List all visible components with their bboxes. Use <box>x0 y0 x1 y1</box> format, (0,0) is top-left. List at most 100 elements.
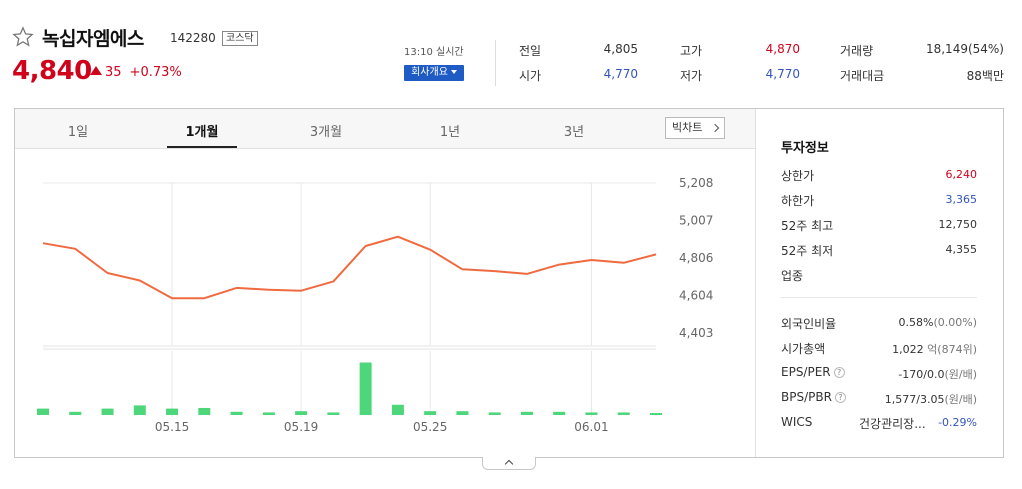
x-tick-label: 05.25 <box>413 420 447 434</box>
prev-close-value: 4,805 <box>603 42 638 56</box>
trade-value-value: 88백만 <box>966 69 1004 83</box>
volume-bar <box>391 404 404 415</box>
eps-per-unit: (원/배) <box>944 368 977 381</box>
volume-bar <box>37 408 49 415</box>
big-chart-label: 빅차트 <box>672 121 703 134</box>
volume-bar <box>650 413 662 415</box>
price-change: 35 +0.73% <box>90 65 182 80</box>
bps-pbr-unit: (원/배) <box>944 393 977 406</box>
open-label: 시가 <box>519 69 542 83</box>
volume-bar <box>101 408 114 415</box>
upper-limit-value: 6,240 <box>945 168 978 181</box>
volume-bar <box>133 405 146 415</box>
tab-1day[interactable]: 1일 <box>67 125 89 140</box>
favorite-star-icon[interactable] <box>12 26 34 48</box>
bps-pbr-text: BPS/PBR <box>781 390 832 404</box>
market-badge: 코스닥 <box>222 31 258 46</box>
market-cap-value: 1,022 억(874위) <box>892 341 977 357</box>
volume-bar <box>359 362 372 415</box>
info-divider <box>781 297 977 298</box>
volume-bar <box>424 411 437 415</box>
y-tick-label: 5,208 <box>679 176 713 190</box>
volume-value: 18,149(54%) <box>925 42 1004 56</box>
stock-code: 142280 <box>170 31 216 45</box>
foreign-ratio-value: 0.58%(0.00%) <box>899 316 977 329</box>
market-cap-unit: 억 <box>927 343 938 356</box>
bps-pbr-value: 1,577/3.05(원/배) <box>885 391 977 407</box>
tab-3year[interactable]: 3년 <box>563 125 585 140</box>
y-tick-label: 5,007 <box>679 213 713 227</box>
wics-label: WICS <box>781 415 813 429</box>
help-icon[interactable]: ? <box>834 392 846 403</box>
big-chart-button[interactable]: 빅차트 <box>665 117 725 139</box>
volume-bar <box>553 411 566 415</box>
active-tab-indicator <box>167 146 237 148</box>
up-arrow-icon <box>90 66 102 75</box>
volume-bar <box>488 412 501 415</box>
low-label: 저가 <box>680 69 703 83</box>
price-line <box>42 235 657 300</box>
current-price: 4,840 <box>12 56 92 86</box>
volume-bar <box>69 411 82 415</box>
eps-per-value: -170/0.0(원/배) <box>898 366 977 382</box>
high-value: 4,870 <box>765 42 800 56</box>
low-value: 4,770 <box>765 67 800 81</box>
high-label: 고가 <box>680 44 703 58</box>
eps-per-text: EPS/PER <box>781 365 831 379</box>
foreign-ratio-label: 외국인비율 <box>781 317 837 331</box>
volume-bar <box>295 411 308 415</box>
period-tab-bar: 1일 1개월 3개월 1년 3년 빅차트 <box>15 109 755 149</box>
eps-per: -170/0.0 <box>898 368 945 381</box>
eps-per-label: EPS/PER? <box>781 365 845 379</box>
wics-sector-link[interactable]: 건강관리장... <box>859 417 926 431</box>
trade-value-label: 거래대금 <box>840 69 885 83</box>
chevron-right-icon <box>710 123 720 133</box>
volume-bar <box>166 408 179 415</box>
high52-value: 12,750 <box>938 218 978 231</box>
bps-pbr: 1,577/3.05 <box>884 393 945 406</box>
y-tick-label: 4,806 <box>679 251 713 265</box>
change-percent: +0.73% <box>129 65 182 80</box>
panel-divider <box>755 109 756 457</box>
tab-1month[interactable]: 1개월 <box>185 125 219 140</box>
help-icon[interactable]: ? <box>833 367 845 378</box>
chevron-up-icon <box>504 459 514 469</box>
wics-change: -0.29% <box>938 416 977 429</box>
volume-bar <box>585 412 598 415</box>
volume-label: 거래량 <box>840 44 874 58</box>
volume-bar <box>327 412 340 415</box>
company-overview-button[interactable]: 회사개요 <box>404 65 464 81</box>
bps-pbr-label: BPS/PBR? <box>781 390 846 404</box>
x-tick-label: 05.15 <box>155 420 189 434</box>
change-amount: 35 <box>105 65 122 80</box>
high52-label: 52주 최고 <box>781 219 834 233</box>
y-tick-label: 4,403 <box>679 326 713 340</box>
open-value: 4,770 <box>603 67 638 81</box>
volume-bar <box>262 412 275 415</box>
realtime-label: 13:10 실시간 <box>404 47 464 58</box>
foreign-ratio-sub: (0.00%) <box>933 316 977 329</box>
lower-limit-label: 하한가 <box>781 194 815 208</box>
low52-value: 4,355 <box>945 243 978 256</box>
volume-bar <box>230 411 243 415</box>
caret-down-icon <box>450 70 457 74</box>
volume-bar <box>198 407 211 415</box>
low52-label: 52주 최저 <box>781 244 834 258</box>
market-cap: 1,022 <box>892 343 924 356</box>
chart-panel: 1일 1개월 3개월 1년 3년 빅차트 05.15 05.19 05.25 06.0… <box>14 108 1004 458</box>
lower-limit-value: 3,365 <box>945 193 978 206</box>
volume-bar <box>456 411 469 415</box>
tab-3month[interactable]: 3개월 <box>309 125 343 140</box>
foreign-ratio: 0.58% <box>898 316 934 329</box>
collapse-button[interactable] <box>482 457 536 470</box>
x-tick-label: 05.19 <box>284 420 318 434</box>
header-divider <box>495 40 496 86</box>
x-tick-label: 06.01 <box>574 420 608 434</box>
price-chart[interactable]: 05.15 05.19 05.25 06.01 5,208 5,007 4,806 4,604… <box>15 149 755 457</box>
company-overview-label: 회사개요 <box>411 67 448 78</box>
tab-1year[interactable]: 1년 <box>439 125 461 140</box>
stock-name: 녹십자엠에스 <box>42 28 144 50</box>
info-title: 투자정보 <box>781 141 829 156</box>
upper-limit-label: 상한가 <box>781 169 815 183</box>
prev-close-label: 전일 <box>519 44 542 58</box>
